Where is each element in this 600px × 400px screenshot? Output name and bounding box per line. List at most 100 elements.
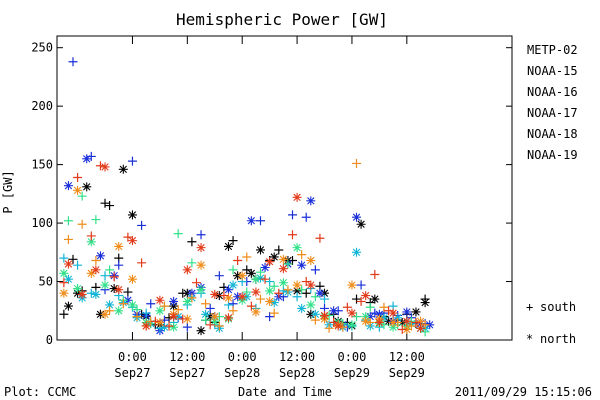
y-tick-label: 250 xyxy=(31,41,53,55)
data-point-north xyxy=(255,273,265,283)
data-point-north xyxy=(370,294,380,304)
x-tick-label-time: 12:00 xyxy=(279,350,315,364)
data-point-south xyxy=(242,287,252,297)
data-point-north xyxy=(196,285,206,295)
data-point-north xyxy=(255,245,265,255)
data-point-south xyxy=(310,265,320,275)
data-point-north xyxy=(169,296,179,306)
data-point-south xyxy=(187,258,197,268)
data-point-north xyxy=(416,316,426,326)
data-point-north xyxy=(205,312,215,322)
data-point-south xyxy=(205,320,215,330)
footer-credit: Plot: CCMC xyxy=(4,385,76,399)
data-point-north xyxy=(59,288,69,298)
data-point-north xyxy=(402,316,412,326)
data-point-south xyxy=(91,215,101,225)
data-point-north xyxy=(86,268,96,278)
data-point-south xyxy=(91,255,101,265)
data-point-north xyxy=(63,259,73,269)
data-point-north xyxy=(155,295,165,305)
data-point-north xyxy=(210,312,220,322)
legend-entry: NOAA-15 xyxy=(527,64,578,78)
data-point-north xyxy=(86,237,96,247)
series-metp-02 xyxy=(59,164,430,336)
y-tick-label: 100 xyxy=(31,216,53,230)
data-point-north xyxy=(320,310,330,320)
data-point-south xyxy=(320,294,330,304)
chart-title: Hemispheric Power [GW] xyxy=(176,10,388,29)
legend-entry: NOAA-19 xyxy=(527,148,578,162)
data-point-north xyxy=(155,306,165,316)
data-point-south xyxy=(370,270,380,280)
data-point-north xyxy=(105,300,115,310)
data-point-south xyxy=(63,216,73,226)
data-point-north xyxy=(297,260,307,270)
x-tick-label-date: Sep27 xyxy=(169,366,205,380)
data-point-north xyxy=(182,296,192,306)
data-point-south xyxy=(233,255,243,265)
data-point-north xyxy=(196,243,206,253)
data-point-south xyxy=(297,285,307,295)
legend-marker-north: * xyxy=(526,332,533,346)
data-point-north xyxy=(242,292,252,302)
data-point-north xyxy=(269,252,279,262)
data-point-south xyxy=(63,234,73,244)
data-point-south xyxy=(105,201,115,211)
data-point-south xyxy=(68,254,78,264)
footer-timestamp: 2011/09/29 15:15:06 xyxy=(455,385,592,399)
x-axis-label: Date and Time xyxy=(238,385,332,399)
data-point-north xyxy=(251,307,261,317)
data-point-north xyxy=(155,317,165,327)
data-point-north xyxy=(306,280,316,290)
data-point-south xyxy=(137,220,147,230)
data-point-south xyxy=(132,312,142,322)
data-point-north xyxy=(320,288,330,298)
data-point-south xyxy=(260,274,270,284)
data-point-north xyxy=(251,274,261,284)
data-point-south xyxy=(283,259,293,269)
data-point-north xyxy=(100,309,110,319)
data-point-north xyxy=(169,301,179,311)
data-point-north xyxy=(182,288,192,298)
data-point-south xyxy=(274,245,284,255)
data-point-south xyxy=(201,299,211,309)
data-point-north xyxy=(169,322,179,332)
series-noaa-19 xyxy=(59,161,426,334)
series-noaa-17 xyxy=(59,191,430,337)
data-point-north xyxy=(379,313,389,323)
legend-marker-label: north xyxy=(540,332,576,346)
data-point-south xyxy=(288,230,298,240)
data-point-north xyxy=(59,268,69,278)
x-tick-label-time: 0:00 xyxy=(337,350,366,364)
data-point-south xyxy=(141,308,151,318)
data-point-north xyxy=(127,300,137,310)
data-point-south xyxy=(246,301,256,311)
data-point-north xyxy=(384,316,394,326)
data-point-north xyxy=(251,287,261,297)
data-point-north xyxy=(91,265,101,275)
data-point-north xyxy=(361,312,371,322)
data-point-north xyxy=(402,307,412,317)
legend-entry: NOAA-17 xyxy=(527,106,578,120)
data-point-north xyxy=(233,292,243,302)
data-point-north xyxy=(73,185,83,195)
data-point-south xyxy=(292,292,302,302)
y-tick-label: 200 xyxy=(31,99,53,113)
data-point-north xyxy=(141,321,151,331)
data-point-south xyxy=(164,321,174,331)
data-point-south xyxy=(59,253,69,263)
data-point-south xyxy=(265,277,275,287)
data-point-north xyxy=(333,321,343,331)
data-point-north xyxy=(356,219,366,229)
data-point-south xyxy=(255,216,265,226)
data-point-south xyxy=(329,317,339,327)
data-point-north xyxy=(233,271,243,281)
data-point-north xyxy=(306,255,316,265)
data-point-south xyxy=(123,232,133,242)
data-point-south xyxy=(365,302,375,312)
data-point-north xyxy=(361,291,371,301)
data-point-north xyxy=(352,212,362,222)
data-point-north xyxy=(365,312,375,322)
data-point-south xyxy=(100,271,110,281)
